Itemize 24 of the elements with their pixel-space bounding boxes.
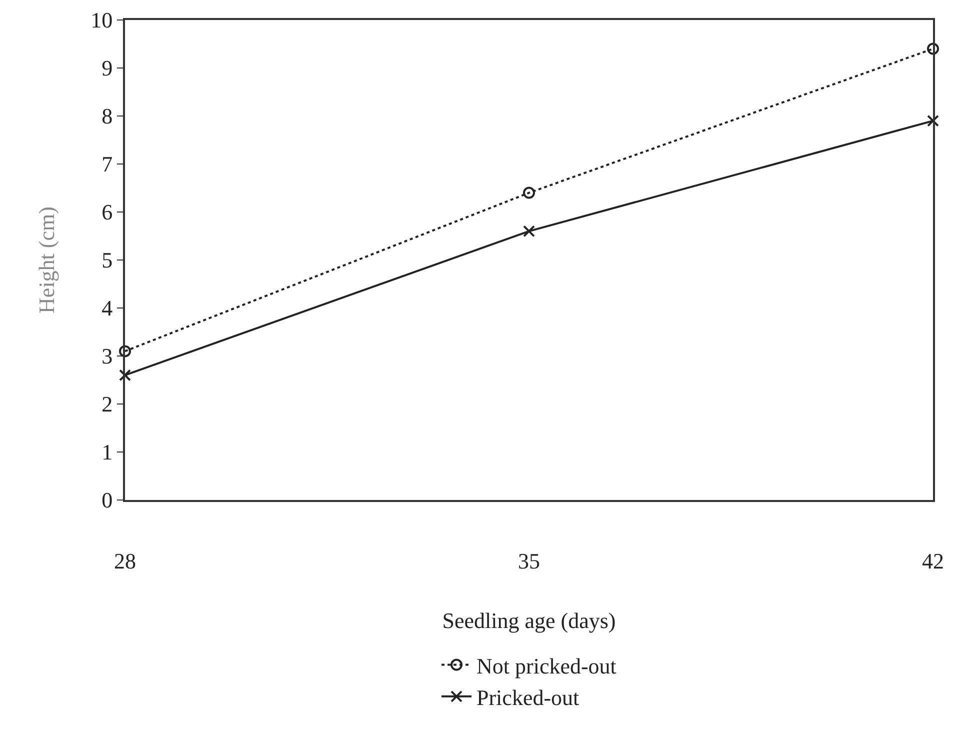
x-tick-label: 35 [518,548,540,574]
y-tick-label: 2 [102,392,113,417]
y-tick-label: 6 [102,200,113,225]
y-tick-label: 7 [102,152,113,177]
legend-label: Not pricked-out [476,653,616,678]
legend-label: Pricked-out [476,684,580,710]
point [927,42,939,55]
y-tick-label: 0 [102,488,113,513]
y-tick-label: 10 [90,8,113,33]
y-tick-label: 4 [102,296,113,321]
point [523,186,535,199]
point [119,369,131,382]
y-axis-title: Height (cm) [34,206,59,314]
y-tick-label: 1 [102,440,113,465]
x-axis-title: Seedling age (days) [442,608,616,633]
y-tick-label: 3 [102,344,113,369]
x-tick-label: 28 [114,548,136,574]
point [927,114,939,127]
y-tick-label: 8 [102,104,113,129]
y-tick-label: 5 [102,248,113,273]
point [523,225,535,238]
point [119,345,131,358]
x-tick-label: 42 [922,548,944,574]
y-tick-label: 9 [102,56,113,81]
